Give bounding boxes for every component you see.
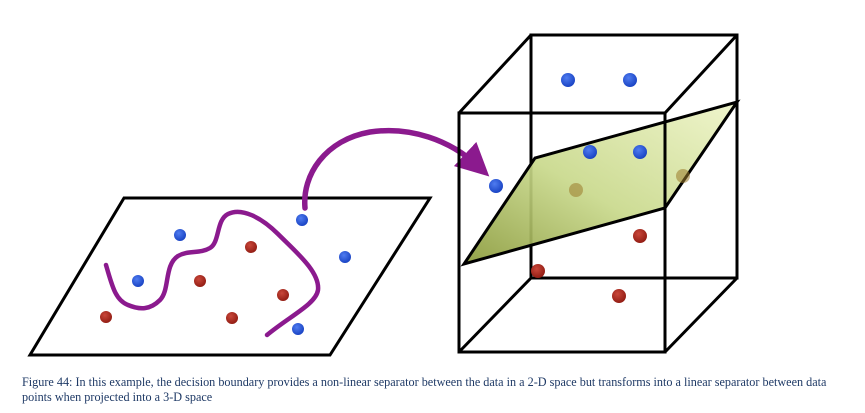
red-point: [100, 311, 112, 323]
plane-2d: [27, 196, 433, 357]
red-point: [633, 229, 647, 243]
blue-point: [633, 145, 647, 159]
red-point-behind-plane: [676, 169, 690, 183]
plane-2d-outline: [27, 196, 433, 357]
red-point-behind-plane: [569, 183, 583, 197]
red-point: [531, 264, 545, 278]
figure-caption: Figure 44: In this example, the decision…: [22, 375, 827, 404]
separating-plane: [460, 99, 741, 267]
blue-point: [174, 229, 186, 241]
blue-point: [623, 73, 637, 87]
red-point: [226, 312, 238, 324]
blue-point: [489, 179, 503, 193]
decision-boundary-curve: [103, 209, 321, 338]
blue-point: [583, 145, 597, 159]
blue-point: [132, 275, 144, 287]
cube-3d: [457, 33, 741, 354]
cube-back-face: [529, 33, 739, 280]
cube-edge: [457, 33, 533, 115]
red-point: [277, 289, 289, 301]
cube-front-face: [457, 111, 667, 354]
cube-edge: [663, 33, 739, 115]
cube-edge: [457, 276, 533, 354]
blue-point: [561, 73, 575, 87]
curved-arrow-icon: [302, 127, 490, 211]
blue-point: [296, 214, 308, 226]
red-point: [245, 241, 257, 253]
cube-edge: [663, 276, 739, 354]
red-point: [612, 289, 626, 303]
blue-point: [292, 323, 304, 335]
red-point: [194, 275, 206, 287]
blue-point: [339, 251, 351, 263]
diagram-canvas: [27, 33, 741, 357]
